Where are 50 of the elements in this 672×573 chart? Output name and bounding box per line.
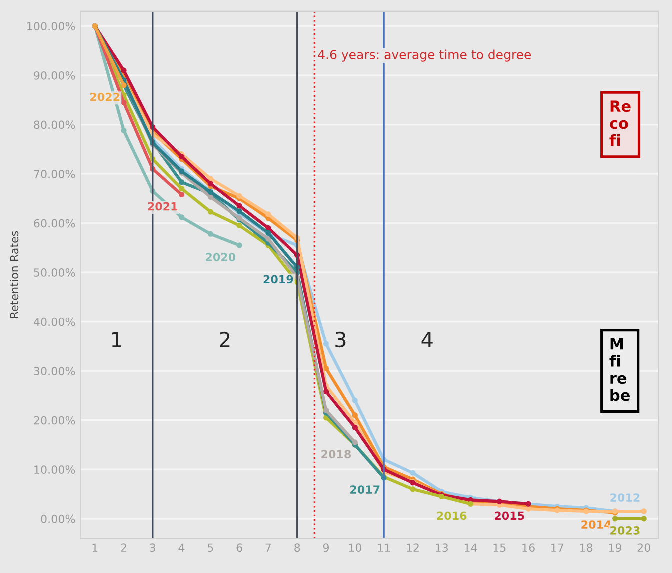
x-tick-label: 13 <box>436 544 448 552</box>
y-tick-label: 0.00% <box>41 514 76 524</box>
series-label: 2017 <box>350 486 380 494</box>
annotation: 1 <box>112 332 122 348</box>
series-label: 2020 <box>206 253 236 262</box>
x-tick-label: 12 <box>407 544 419 552</box>
annotation: 4 <box>422 332 433 348</box>
x-tick-label: 18 <box>580 544 593 552</box>
y-tick-label: 40.00% <box>34 318 76 326</box>
x-tick-label: 16 <box>522 544 535 552</box>
series-label: 2022 <box>90 92 120 102</box>
x-tick-label: 9 <box>323 544 330 552</box>
x-tick-label: 5 <box>208 544 214 552</box>
annotation: Re co fi <box>610 100 631 146</box>
y-tick-label: 30.00% <box>34 367 76 376</box>
y-tick-label: 10.00% <box>34 466 76 474</box>
x-tick-label: 10 <box>349 544 362 552</box>
x-tick-label: 19 <box>609 544 622 552</box>
annotation: 2 <box>220 332 230 348</box>
series-label: 2021 <box>148 202 178 211</box>
x-tick-label: 6 <box>236 544 242 552</box>
y-tick-label: 100.00% <box>28 22 76 31</box>
series-label: 2018 <box>322 450 351 459</box>
x-tick-label: 15 <box>494 544 506 552</box>
y-tick-label: 70.00% <box>34 170 76 178</box>
y-axis-title: Retention Rates <box>10 231 19 318</box>
x-tick-label: 20 <box>638 544 650 552</box>
x-tick-label: 14 <box>464 544 478 552</box>
y-tick-label: 80.00% <box>34 120 76 130</box>
x-tick-label: 8 <box>294 544 300 552</box>
x-tick-label: 11 <box>378 544 390 552</box>
y-tick-label: 20.00% <box>34 416 76 425</box>
x-tick-label: 4 <box>178 544 185 552</box>
y-tick-label: 50.00% <box>34 268 76 277</box>
x-tick-label: 2 <box>121 544 126 552</box>
y-tick-label: 60.00% <box>34 219 76 228</box>
x-tick-label: 17 <box>552 544 564 552</box>
series-label: 2012 <box>610 494 640 502</box>
series-label: 2015 <box>495 512 524 520</box>
y-tick-label: 90.00% <box>34 71 76 80</box>
x-tick-label: 1 <box>92 544 98 552</box>
series-label: 2014 <box>582 520 612 529</box>
x-tick-label: 3 <box>150 544 156 552</box>
annotation: 3 <box>336 332 346 348</box>
series-label: 2019 <box>264 275 294 284</box>
series-label: 2016 <box>437 512 467 520</box>
series-label: 2023 <box>610 526 640 535</box>
ref-line-label: 4.6 years: average time to degree <box>318 50 532 62</box>
x-tick-label: 7 <box>266 544 272 552</box>
annotation: M fi re be <box>610 338 630 402</box>
